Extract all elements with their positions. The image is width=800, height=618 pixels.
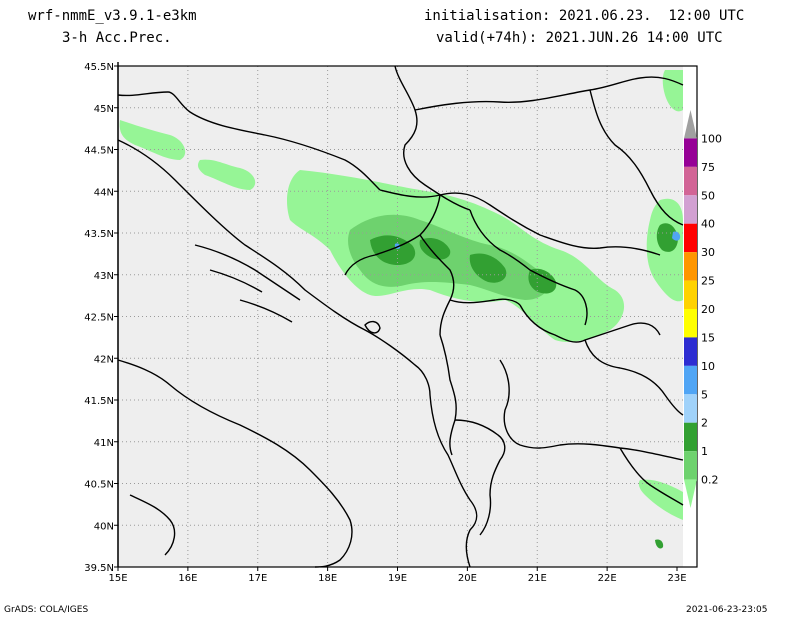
precip-colorbar <box>684 110 697 508</box>
lon-label: 19E <box>388 573 407 584</box>
colorbar-swatch <box>684 110 697 139</box>
colorbar-swatch <box>684 252 697 281</box>
lon-label: 23E <box>667 573 686 584</box>
model-title: wrf-nmmE_v3.9.1-e3km <box>28 8 197 24</box>
lat-label: 41N <box>94 438 114 449</box>
colorbar-label: 40 <box>701 218 715 231</box>
lon-label: 22E <box>598 573 617 584</box>
lat-label: 45N <box>94 104 114 115</box>
precipitation-field <box>119 70 683 549</box>
colorbar-label: 0.2 <box>701 474 719 487</box>
lat-label: 42N <box>94 354 114 365</box>
colorbar-label: 2 <box>701 417 708 430</box>
colorbar-swatch <box>684 309 697 338</box>
footer-timestamp: 2021-06-23-23:05 <box>686 605 768 615</box>
colorbar-swatch <box>684 166 697 196</box>
colorbar-swatch <box>684 223 697 253</box>
colorbar-swatch <box>684 195 697 224</box>
colorbar-swatch <box>684 422 697 452</box>
lat-label: 45.5N <box>84 62 114 73</box>
footer-credit: GrADS: COLA/IGES <box>4 605 89 615</box>
latitude-labels: 45.5N 45N 44.5N 44N 43.5N 43N 42.5N 42N 41.5N 41N… <box>84 62 118 574</box>
colorbar-swatch <box>684 337 697 366</box>
lon-label: 15E <box>108 573 127 584</box>
lon-label: 17E <box>248 573 267 584</box>
colorbar-label: 30 <box>701 246 715 259</box>
lat-label: 39.5N <box>84 563 114 574</box>
lat-label: 43N <box>94 271 114 282</box>
colorbar-label: 5 <box>701 388 708 401</box>
lon-label: 20E <box>458 573 477 584</box>
colorbar-label: 25 <box>701 275 715 288</box>
colorbar-label: 75 <box>701 161 715 174</box>
colorbar-swatch <box>684 394 697 423</box>
colorbar-swatch <box>684 280 697 309</box>
lat-label: 40.5N <box>84 480 114 491</box>
lat-label: 42.5N <box>84 313 114 324</box>
lat-label: 43.5N <box>84 229 114 240</box>
colorbar-swatch <box>684 479 697 508</box>
lon-label: 21E <box>528 573 547 584</box>
colorbar-label: 100 <box>701 132 722 145</box>
colorbar-swatch <box>684 365 697 395</box>
colorbar-label: 10 <box>701 360 715 373</box>
lon-label: 18E <box>318 573 337 584</box>
lon-label: 16E <box>178 573 197 584</box>
field-title: 3-h Acc.Prec. <box>62 30 172 46</box>
longitude-labels: 15E 16E 17E 18E 19E 20E 21E 22E 23E <box>108 567 687 584</box>
lat-label: 44.5N <box>84 146 114 157</box>
colorbar-swatch <box>684 451 697 480</box>
lat-label: 41.5N <box>84 396 114 407</box>
colorbar-label: 50 <box>701 189 715 202</box>
colorbar-swatch <box>684 138 697 167</box>
colorbar-label: 15 <box>701 331 715 344</box>
colorbar-label: 20 <box>701 303 715 316</box>
lat-label: 44N <box>94 187 114 198</box>
valid-time: valid(+74h): 2021.JUN.26 14:00 UTC <box>436 30 723 46</box>
colorbar-label: 1 <box>701 445 708 458</box>
init-time: initialisation: 2021.06.23. 12:00 UTC <box>424 8 745 24</box>
lat-label: 40N <box>94 521 114 532</box>
